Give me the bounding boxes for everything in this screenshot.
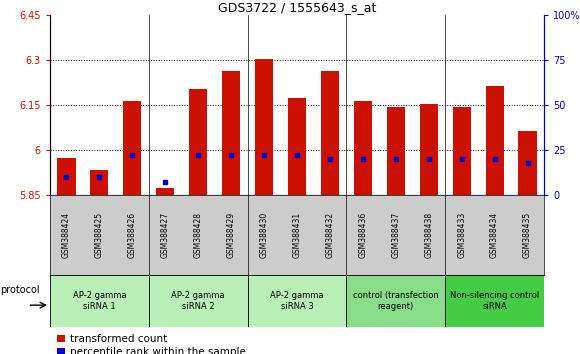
Bar <box>149 275 248 327</box>
Legend: transformed count, percentile rank within the sample: transformed count, percentile rank withi… <box>55 332 248 354</box>
Text: GSM388434: GSM388434 <box>490 212 499 258</box>
Bar <box>255 58 273 195</box>
Bar <box>90 170 108 195</box>
Text: GSM388438: GSM388438 <box>424 212 433 258</box>
Bar <box>420 103 438 195</box>
Bar <box>50 275 149 327</box>
Text: GSM388428: GSM388428 <box>194 212 202 258</box>
Bar <box>124 101 142 195</box>
Bar <box>321 70 339 195</box>
Text: AP-2 gamma
siRNA 2: AP-2 gamma siRNA 2 <box>172 291 225 311</box>
Text: GSM388425: GSM388425 <box>95 212 104 258</box>
Bar <box>387 107 405 195</box>
Bar <box>57 158 75 195</box>
Text: AP-2 gamma
siRNA 1: AP-2 gamma siRNA 1 <box>72 291 126 311</box>
Bar <box>485 86 503 195</box>
Text: AP-2 gamma
siRNA 3: AP-2 gamma siRNA 3 <box>270 291 324 311</box>
Text: GSM388437: GSM388437 <box>392 212 400 258</box>
Text: Non-silencing control
siRNA: Non-silencing control siRNA <box>450 291 539 311</box>
Text: GSM388432: GSM388432 <box>325 212 335 258</box>
Bar <box>519 131 536 195</box>
Text: GSM388436: GSM388436 <box>358 212 367 258</box>
Title: GDS3722 / 1555643_s_at: GDS3722 / 1555643_s_at <box>218 1 376 14</box>
Text: control (transfection
reagent): control (transfection reagent) <box>353 291 438 311</box>
Text: GSM388431: GSM388431 <box>292 212 302 258</box>
Text: GSM388427: GSM388427 <box>161 212 170 258</box>
Bar <box>222 70 240 195</box>
Text: protocol: protocol <box>0 285 39 295</box>
Text: GSM388435: GSM388435 <box>523 212 532 258</box>
Bar <box>189 88 207 195</box>
Text: GSM388433: GSM388433 <box>457 212 466 258</box>
Bar <box>156 188 175 195</box>
Bar <box>354 101 372 195</box>
Bar <box>288 97 306 195</box>
Bar <box>445 275 544 327</box>
Text: GSM388424: GSM388424 <box>62 212 71 258</box>
Bar <box>248 275 346 327</box>
Bar <box>452 107 471 195</box>
Text: GSM388426: GSM388426 <box>128 212 137 258</box>
Text: GSM388429: GSM388429 <box>227 212 235 258</box>
Bar <box>346 275 445 327</box>
Text: GSM388430: GSM388430 <box>260 212 269 258</box>
